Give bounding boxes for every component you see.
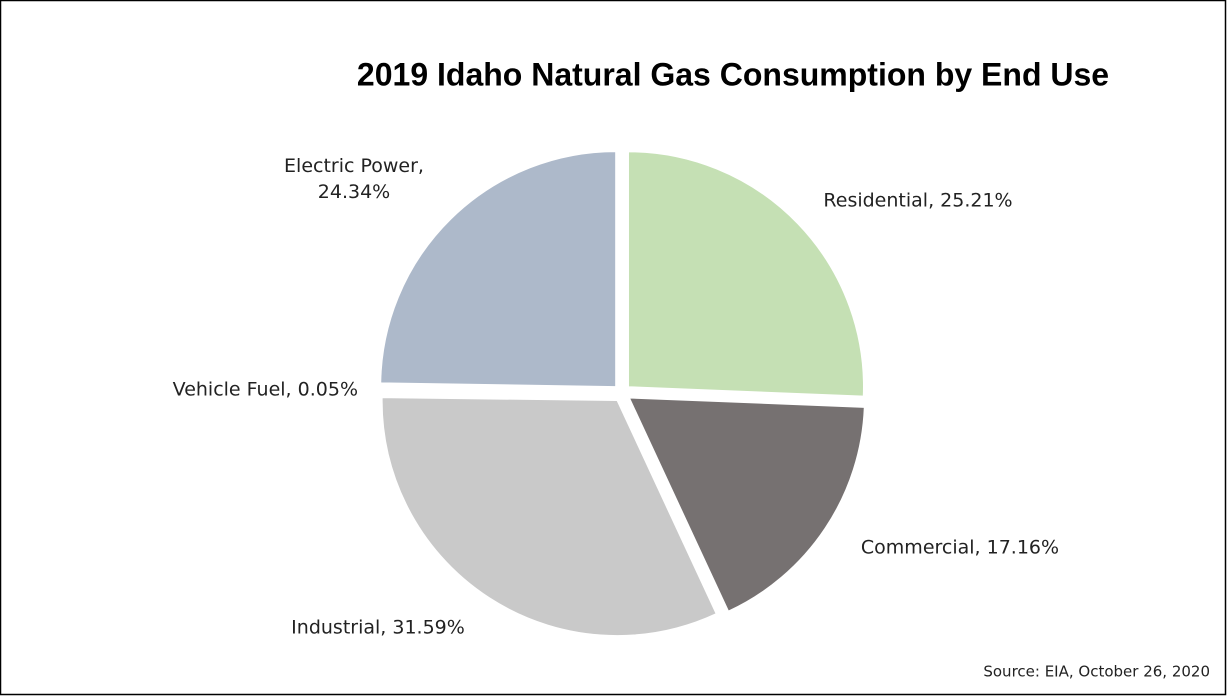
pie-slice	[380, 151, 617, 388]
data-label-line: 24.34%	[318, 181, 390, 203]
chart-title: 2019 Idaho Natural Gas Consumption by En…	[357, 56, 1109, 92]
data-label: Industrial, 31.59%	[291, 617, 465, 639]
pie-slice	[381, 397, 717, 637]
pie-slice	[628, 397, 865, 612]
data-label: Electric Power, 24.34%	[284, 155, 424, 203]
source-note: Source: EIA, October 26, 2020	[983, 663, 1210, 681]
pie-slice	[627, 151, 864, 397]
data-label: Vehicle Fuel, 0.05%	[173, 379, 358, 401]
pie-slice	[377, 388, 614, 394]
data-label: Commercial, 17.16%	[861, 537, 1059, 559]
data-label: Residential, 25.21%	[823, 190, 1012, 212]
data-label-line: Electric Power,	[284, 155, 424, 177]
